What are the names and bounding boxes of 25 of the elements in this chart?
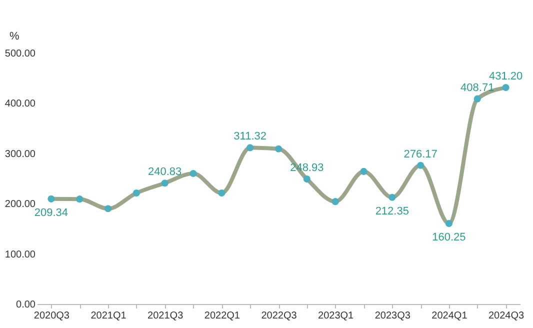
y-tick-label: 300.00 (4, 148, 36, 160)
x-tick-label: 2022Q1 (204, 310, 240, 322)
data-label: 311.32 (234, 130, 266, 143)
x-tick-label: 2023Q3 (374, 310, 411, 322)
x-tick-label: 2021Q1 (90, 310, 127, 322)
data-label: 240.83 (148, 166, 182, 178)
data-label: 431.20 (488, 70, 523, 83)
y-tick-label: 500.00 (4, 48, 36, 60)
y-tick-label: 400.00 (4, 98, 36, 110)
x-tick-label: 2024Q3 (488, 310, 525, 322)
x-tick-label: 2021Q3 (148, 310, 184, 322)
data-label: 212.35 (375, 205, 409, 218)
y-tick-label: 0.00 (16, 300, 36, 310)
data-label: 209.34 (34, 206, 68, 219)
y-tick-label: 200.00 (4, 199, 36, 210)
x-tick-label: 2020Q3 (34, 310, 70, 322)
data-label: 160.25 (432, 232, 466, 244)
y-axis-title: % (10, 30, 20, 42)
data-label: 248.93 (290, 162, 324, 174)
data-label: 276.17 (404, 148, 438, 160)
data-label: 408.71 (460, 82, 494, 94)
x-tick-label: 2022Q3 (261, 310, 298, 322)
y-tick-label: 100.00 (4, 249, 36, 260)
x-tick-label: 2024Q1 (432, 310, 468, 322)
x-tick-label: 2023Q1 (318, 310, 354, 322)
